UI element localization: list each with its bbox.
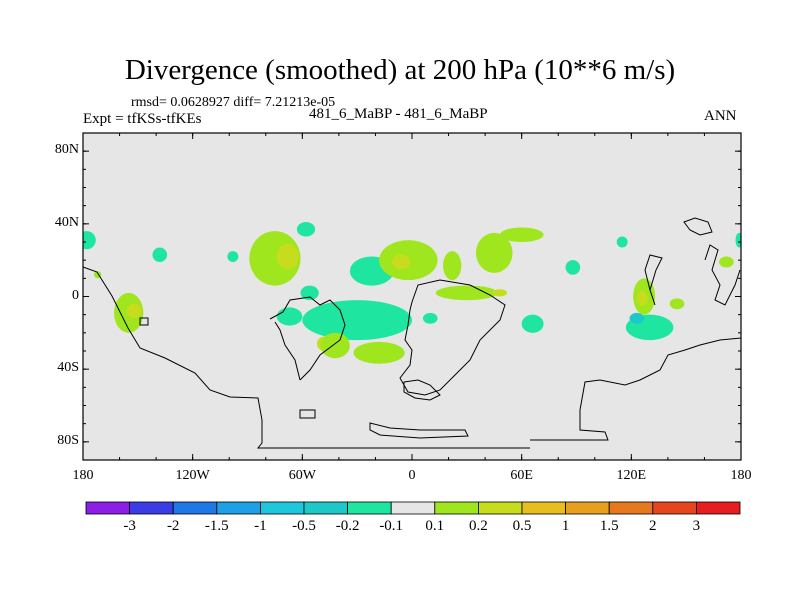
colorbar-swatch-11	[565, 501, 610, 515]
axis-ticks	[82, 132, 742, 461]
colorbar-label: -3	[123, 518, 136, 534]
anomaly-30	[636, 291, 648, 306]
plot-background	[83, 133, 741, 460]
case-line: 481_6_MaBP - 481_6_MaBP	[309, 106, 488, 122]
colorbar-label: -0.5	[292, 518, 316, 534]
colorbar-label: -0.1	[379, 518, 404, 534]
anomaly-23	[422, 312, 438, 324]
anomaly-34	[353, 314, 369, 326]
anomaly-25	[565, 260, 581, 275]
coastline-antarctica	[530, 410, 609, 441]
colorbar-swatch-2	[172, 501, 218, 515]
coastline-atlantic-islands	[299, 409, 316, 419]
colorbar-label: -0.2	[335, 518, 360, 534]
colorbar-swatch-13	[652, 501, 697, 515]
y-tick-label: 80S	[57, 432, 79, 448]
coastline-pacific-islands	[704, 244, 741, 306]
x-tick-label: 180	[72, 468, 94, 483]
colorbar-label: 0.2	[469, 518, 488, 534]
anomaly-22	[499, 227, 544, 242]
anomaly-9	[300, 285, 319, 301]
x-tick-label: 0	[408, 468, 416, 483]
anomaly-26	[616, 236, 628, 248]
coastline-antarctic-peninsula	[369, 422, 469, 439]
colorbar-swatch-7	[390, 501, 436, 515]
season-label: ANN	[704, 108, 737, 124]
x-tick-label: 180	[730, 468, 752, 483]
coastline-australia	[579, 337, 741, 411]
colorbar-swatch-0	[85, 501, 130, 515]
coastline-south-america-west	[274, 321, 301, 381]
colorbar-swatch-8	[434, 501, 479, 515]
anomaly-18	[443, 251, 462, 281]
anomaly-7	[276, 243, 299, 270]
anomaly-5	[227, 251, 239, 262]
x-tick-label: 60W	[288, 468, 316, 483]
colorbar-swatch-6	[347, 501, 392, 515]
y-tick-label: 0	[72, 287, 79, 303]
anomaly-15	[353, 341, 405, 364]
colorbar-swatch-12	[608, 501, 654, 515]
anomaly-19	[475, 232, 513, 273]
coastline-asia-east	[644, 254, 663, 306]
colorbar-label: -1	[254, 518, 267, 534]
anomaly-14	[320, 332, 350, 359]
anomaly-24	[521, 314, 544, 333]
x-tick-label: 60E	[510, 468, 533, 483]
y-tick-label: 80N	[54, 142, 79, 158]
colorbar-swatch-5	[303, 501, 348, 515]
colorbar-label: -2	[166, 518, 180, 534]
anomaly-21	[492, 289, 508, 297]
anomaly-0	[83, 231, 96, 250]
coastline-central-america	[269, 296, 346, 381]
anomaly-10	[276, 307, 303, 326]
anomaly-31	[669, 298, 685, 310]
colorbar-label: 1	[561, 518, 570, 534]
colorbar-swatch-4	[259, 501, 305, 515]
y-tick-label: 40S	[57, 360, 79, 376]
coastlines	[83, 217, 741, 449]
anomaly-fields	[83, 222, 741, 364]
colorbar-label: 3	[692, 518, 701, 534]
anomaly-2	[126, 303, 142, 319]
coastline-africa	[399, 279, 506, 396]
colorbar-swatch-10	[521, 501, 566, 515]
anomaly-33	[735, 232, 741, 248]
colorbar	[85, 501, 741, 515]
x-tick-label: 120E	[616, 468, 647, 483]
coastline-americas	[83, 266, 530, 449]
x-tick-label: 120W	[175, 468, 210, 483]
anomaly-8	[296, 222, 316, 237]
experiment-line: Expt = tfKSs-tfKEs	[83, 111, 202, 127]
coastline-small-island	[139, 317, 149, 326]
stats-line: rmsd= 0.0628927 diff= 7.21213e-05	[131, 95, 336, 110]
colorbar-label: 1.5	[599, 518, 619, 534]
anomaly-17	[391, 254, 411, 270]
anomaly-20	[435, 285, 498, 301]
colorbar-swatch-9	[477, 501, 523, 515]
anomaly-4	[152, 247, 168, 262]
colorbar-label: 0.5	[512, 518, 532, 534]
colorbar-label: 2	[649, 518, 657, 534]
colorbar-swatch-3	[216, 501, 261, 515]
coastline-northeast	[683, 217, 713, 236]
colorbar-label: 0.1	[425, 518, 445, 534]
coastline-equatorial	[403, 379, 441, 401]
colorbar-swatch-14	[696, 501, 741, 515]
chart-title: Divergence (smoothed) at 200 hPa (10**6 …	[124, 54, 676, 86]
colorbar-swatch-1	[129, 501, 174, 515]
anomaly-32	[719, 256, 734, 268]
y-tick-label: 40N	[54, 214, 79, 230]
anomaly-28	[629, 312, 645, 324]
colorbar-label: -1.5	[204, 518, 229, 534]
